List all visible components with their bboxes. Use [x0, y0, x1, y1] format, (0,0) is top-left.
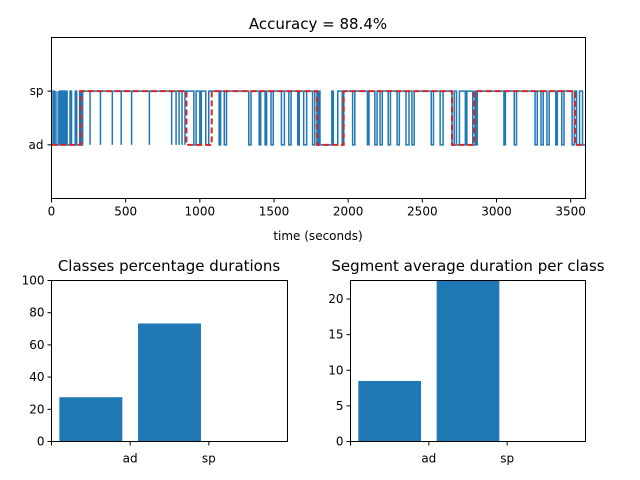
- bar-ytick-label: 20: [328, 292, 343, 306]
- bar-ytick-label: 80: [29, 306, 44, 320]
- timeline-xtick-label: 3500: [555, 205, 586, 219]
- bar-ad: [358, 380, 421, 442]
- bar-xtick-label-sp: sp: [500, 452, 514, 466]
- bar-ytick-label: 60: [29, 338, 44, 352]
- timeline-xtick-label: 3000: [481, 205, 512, 219]
- timeline-xtick-label: 2500: [407, 205, 438, 219]
- timeline-xtick-label: 1000: [185, 205, 216, 219]
- bar-ytick-label: 15: [328, 328, 343, 342]
- timeline-xtick-label: 500: [114, 205, 137, 219]
- bar-sp: [138, 323, 201, 442]
- timeline-panel: Accuracy = 88.4% 0 500 1000 1500 2000 2500 300…: [29, 15, 586, 243]
- timeline-xtick-label: 2000: [333, 205, 364, 219]
- segment-duration-axes-frame: [350, 280, 586, 442]
- segment-duration-panel: Segment average duration per class ad sp …: [328, 257, 605, 466]
- bar-xtick-label-ad: ad: [123, 452, 138, 466]
- bar-ad: [59, 397, 123, 442]
- bar-ytick-label: 0: [336, 435, 344, 449]
- bar-ytick-label: 20: [29, 402, 44, 416]
- timeline-title: Accuracy = 88.4%: [249, 15, 387, 33]
- bar-ytick-label: 100: [22, 274, 45, 288]
- bar-ytick-label: 40: [29, 370, 44, 384]
- timeline-xlabel: time (seconds): [273, 229, 362, 243]
- bar-ytick-label: 5: [336, 399, 344, 413]
- timeline-xtick-label: 0: [48, 205, 56, 219]
- timeline-ytick-label: ad: [29, 138, 44, 152]
- percentage-panel: Classes percentage durations ad sp 0 20 40 6…: [22, 257, 288, 466]
- bar-ytick-label: 10: [328, 363, 343, 377]
- bar-sp: [436, 280, 500, 442]
- percentage-axes-frame: [51, 280, 288, 442]
- timeline-ytick-label: sp: [30, 84, 44, 98]
- timeline-xtick-label: 1500: [259, 205, 290, 219]
- bar-ytick-label: 0: [37, 435, 45, 449]
- ground-truth-series-line: [51, 90, 586, 146]
- bar-xtick-label-sp: sp: [202, 452, 216, 466]
- percentage-title: Classes percentage durations: [58, 257, 281, 275]
- bar-xtick-label-ad: ad: [421, 452, 436, 466]
- timeline-axes-frame: [51, 37, 586, 199]
- segment-duration-title: Segment average duration per class: [331, 257, 604, 275]
